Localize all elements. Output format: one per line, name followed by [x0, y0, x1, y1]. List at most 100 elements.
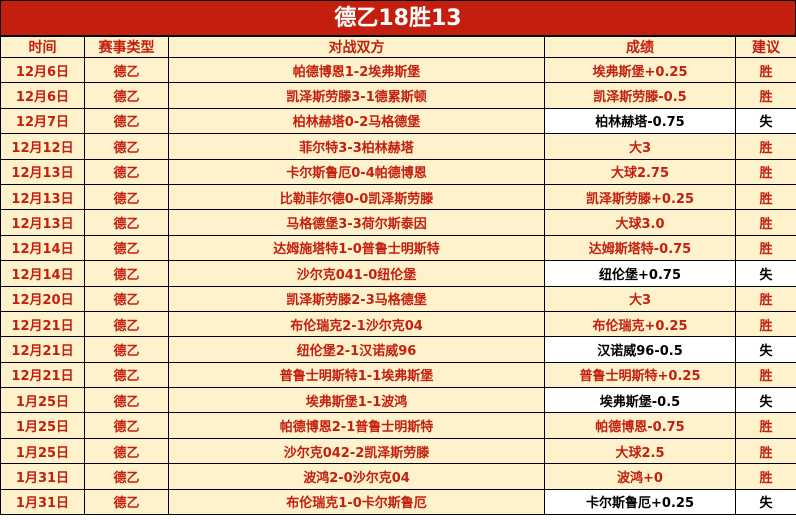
table-row: 1月31日 德乙 布伦瑞克1-0卡尔斯鲁厄 卡尔斯鲁厄+0.25 失	[0, 488, 796, 516]
advice-cell: 失	[735, 260, 796, 287]
date-cell: 12月21日	[0, 336, 85, 363]
result-cell: 埃弗斯堡-0.5	[544, 387, 736, 414]
date-cell: 12月14日	[0, 260, 85, 287]
date-cell: 12月12日	[0, 133, 85, 160]
date-cell: 12月21日	[0, 310, 85, 338]
league-cell: 德乙	[84, 310, 169, 338]
advice-cell: 胜	[735, 56, 796, 84]
date-cell: 12月6日	[0, 82, 85, 109]
table-row: 12月14日 德乙 达姆施塔特1-0普鲁士明斯特 达姆斯塔特-0.75 胜	[0, 234, 796, 262]
table-row: 12月13日 德乙 卡尔斯鲁厄0-4帕德博恩 大球2.75 胜	[0, 158, 796, 185]
match-cell: 布伦瑞克2-1沙尔克04	[168, 310, 545, 338]
league-cell: 德乙	[84, 183, 169, 211]
advice-cell: 胜	[735, 234, 796, 262]
result-cell: 布伦瑞克+0.25	[544, 310, 736, 338]
header-match: 对战双方	[168, 36, 545, 58]
table-row: 12月12日 德乙 菲尔特3-3柏林赫塔 大3 胜	[0, 133, 796, 160]
league-cell: 德乙	[84, 82, 169, 109]
advice-cell: 胜	[735, 158, 796, 185]
advice-cell: 胜	[735, 209, 796, 236]
result-cell: 大球2.75	[544, 158, 736, 185]
match-cell: 沙尔克041-0纽伦堡	[168, 260, 545, 287]
date-cell: 12月21日	[0, 361, 85, 389]
league-cell: 德乙	[84, 158, 169, 185]
match-cell: 波鸿2-0沙尔克04	[168, 463, 545, 490]
league-cell: 德乙	[84, 107, 169, 135]
match-cell: 凯泽斯劳滕2-3马格德堡	[168, 285, 545, 312]
league-cell: 德乙	[84, 488, 169, 516]
match-cell: 沙尔克042-2凯泽斯劳滕	[168, 437, 545, 465]
date-cell: 12月7日	[0, 107, 85, 135]
result-cell: 大球2.5	[544, 437, 736, 465]
table-row: 12月13日 德乙 比勒菲尔德0-0凯泽斯劳滕 凯泽斯劳滕+0.25 胜	[0, 183, 796, 211]
result-cell: 波鸿+0	[544, 463, 736, 490]
league-cell: 德乙	[84, 133, 169, 160]
table-row: 1月25日 德乙 埃弗斯堡1-1波鸿 埃弗斯堡-0.5 失	[0, 387, 796, 414]
advice-cell: 失	[735, 387, 796, 414]
match-cell: 达姆施塔特1-0普鲁士明斯特	[168, 234, 545, 262]
date-cell: 12月6日	[0, 56, 85, 84]
table-row: 12月20日 德乙 凯泽斯劳滕2-3马格德堡 大3 胜	[0, 285, 796, 312]
league-cell: 德乙	[84, 361, 169, 389]
league-cell: 德乙	[84, 336, 169, 363]
table-row: 12月6日 德乙 凯泽斯劳滕3-1德累斯顿 凯泽斯劳滕-0.5 胜	[0, 82, 796, 109]
league-cell: 德乙	[84, 234, 169, 262]
league-cell: 德乙	[84, 437, 169, 465]
league-cell: 德乙	[84, 209, 169, 236]
match-cell: 帕德博恩1-2埃弗斯堡	[168, 56, 545, 84]
header-result: 成绩	[544, 36, 736, 58]
league-cell: 德乙	[84, 463, 169, 490]
date-cell: 1月31日	[0, 488, 85, 516]
date-cell: 12月13日	[0, 158, 85, 185]
league-cell: 德乙	[84, 412, 169, 439]
result-cell: 帕德博恩-0.75	[544, 412, 736, 439]
header-row: 时间 赛事类型 对战双方 成绩 建议	[0, 36, 796, 58]
date-cell: 12月13日	[0, 183, 85, 211]
advice-cell: 胜	[735, 437, 796, 465]
result-cell: 埃弗斯堡+0.25	[544, 56, 736, 84]
match-cell: 纽伦堡2-1汉诺威96	[168, 336, 545, 363]
match-cell: 埃弗斯堡1-1波鸿	[168, 387, 545, 414]
advice-cell: 胜	[735, 82, 796, 109]
match-cell: 比勒菲尔德0-0凯泽斯劳滕	[168, 183, 545, 211]
table-row: 12月21日 德乙 普鲁士明斯特1-1埃弗斯堡 普鲁士明斯特+0.25 胜	[0, 361, 796, 389]
advice-cell: 胜	[735, 133, 796, 160]
match-cell: 普鲁士明斯特1-1埃弗斯堡	[168, 361, 545, 389]
date-cell: 1月25日	[0, 387, 85, 414]
match-cell: 卡尔斯鲁厄0-4帕德博恩	[168, 158, 545, 185]
match-cell: 马格德堡3-3荷尔斯泰因	[168, 209, 545, 236]
result-cell: 达姆斯塔特-0.75	[544, 234, 736, 262]
result-cell: 凯泽斯劳滕-0.5	[544, 82, 736, 109]
date-cell: 1月31日	[0, 463, 85, 490]
result-cell: 柏林赫塔-0.75	[544, 107, 736, 135]
result-cell: 纽伦堡+0.75	[544, 260, 736, 287]
advice-cell: 胜	[735, 183, 796, 211]
result-cell: 卡尔斯鲁厄+0.25	[544, 488, 736, 516]
table-row: 12月21日 德乙 纽伦堡2-1汉诺威96 汉诺威96-0.5 失	[0, 336, 796, 363]
match-cell: 菲尔特3-3柏林赫塔	[168, 133, 545, 160]
advice-cell: 胜	[735, 285, 796, 312]
table-row: 12月7日 德乙 柏林赫塔0-2马格德堡 柏林赫塔-0.75 失	[0, 107, 796, 135]
advice-cell: 胜	[735, 310, 796, 338]
header-date: 时间	[0, 36, 85, 58]
result-cell: 汉诺威96-0.5	[544, 336, 736, 363]
table-row: 1月25日 德乙 沙尔克042-2凯泽斯劳滕 大球2.5 胜	[0, 437, 796, 465]
table-row: 1月31日 德乙 波鸿2-0沙尔克04 波鸿+0 胜	[0, 463, 796, 490]
advice-cell: 胜	[735, 412, 796, 439]
result-cell: 大3	[544, 285, 736, 312]
advice-cell: 失	[735, 107, 796, 135]
advice-cell: 胜	[735, 463, 796, 490]
match-cell: 帕德博恩2-1普鲁士明斯特	[168, 412, 545, 439]
league-cell: 德乙	[84, 56, 169, 84]
advice-cell: 胜	[735, 361, 796, 389]
header-advice: 建议	[735, 36, 796, 58]
advice-cell: 失	[735, 488, 796, 516]
date-cell: 1月25日	[0, 412, 85, 439]
league-cell: 德乙	[84, 260, 169, 287]
date-cell: 12月13日	[0, 209, 85, 236]
date-cell: 12月20日	[0, 285, 85, 312]
match-cell: 布伦瑞克1-0卡尔斯鲁厄	[168, 488, 545, 516]
league-cell: 德乙	[84, 387, 169, 414]
table-row: 12月14日 德乙 沙尔克041-0纽伦堡 纽伦堡+0.75 失	[0, 260, 796, 287]
result-cell: 大球3.0	[544, 209, 736, 236]
